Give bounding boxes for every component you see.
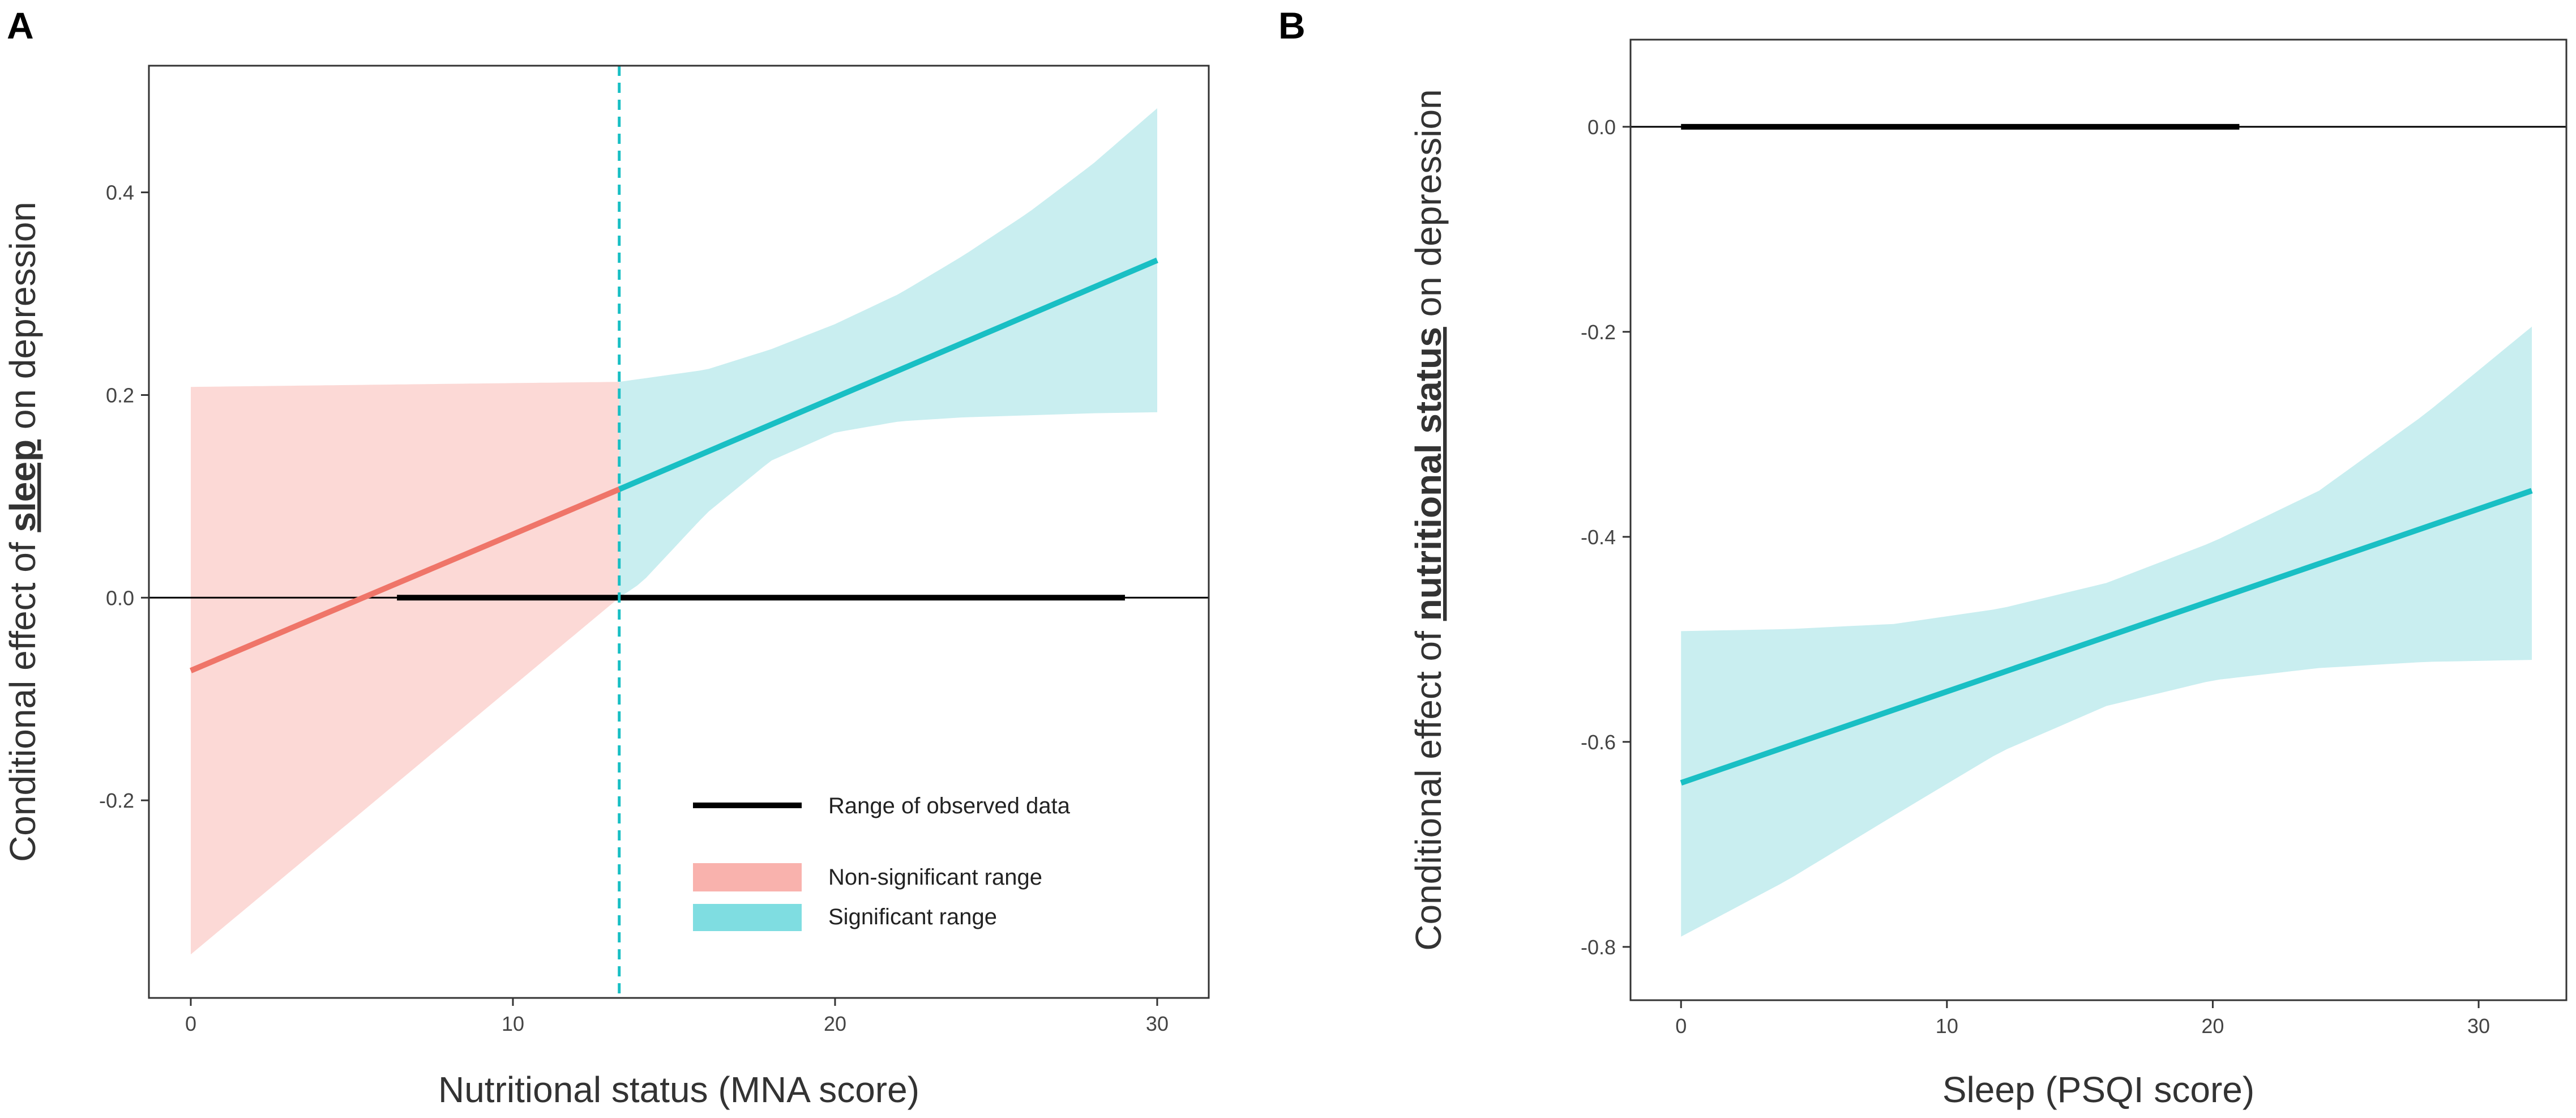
y-axis-label-key-term: sleep [2,439,43,532]
y-axis-label: Conditional effect of sleep on depressio… [2,202,43,862]
x-tick-label: 20 [824,1012,846,1035]
effect-line-significant [1680,488,2533,786]
y-tick-label: 0.0 [106,586,134,609]
significant-band [619,108,1157,598]
y-axis-label-part: Conditional effect of [2,532,43,862]
y-tick-label: 0.4 [106,181,134,204]
plot-border [1629,39,2568,1001]
panel-a: 0 10 20 30 -0.2 0.0 0.2 0.4 Nutritional status (… [2,65,1210,1110]
x-axis-label: Nutritional status (MNA score) [438,1069,919,1110]
x-tick-label: 10 [1936,1014,1958,1038]
effect-line-nonsignificant [190,487,621,673]
panel-label-b: B [1278,5,1306,46]
y-axis-label-part: on depression [2,202,43,439]
x-tick-label: 30 [2467,1014,2490,1038]
x-tick-label: 0 [1675,1014,1687,1038]
y-axis-label-part: Conditional effect of [1408,621,1449,950]
x-axis-label: Sleep (PSQI score) [1942,1069,2254,1110]
legend-significant-label: Significant range [828,904,997,929]
y-tick-label: 0.2 [106,383,134,407]
significant-band [1681,326,2532,937]
legend-significant-swatch [693,904,802,931]
x-tick-label: 30 [1146,1012,1169,1035]
y-tick-label: -0.2 [1581,321,1616,344]
y-axis-label-key-term: nutritional status [1408,327,1449,621]
nonsignificant-band [191,382,619,955]
y-tick-label: -0.6 [1581,731,1616,754]
x-tick-label: 20 [2201,1014,2224,1038]
y-tick-label: -0.8 [1581,936,1616,959]
y-tick-label: 0.0 [1587,116,1616,139]
x-tick-label: 10 [502,1012,524,1035]
legend-nonsignificant-label: Non-significant range [828,865,1042,890]
panel-b: 0 10 20 30 -0.8 -0.6 -0.4 -0.2 0.0 Sleep (PSQI sc… [1408,39,2568,1110]
y-tick-label: -0.4 [1581,526,1616,549]
legend: Range of observed data Non-significant ra… [693,793,1071,931]
x-tick-label: 0 [185,1012,196,1035]
panel-label-a: A [7,5,34,46]
effect-line-significant [618,257,1158,492]
plot-border [148,65,1210,999]
y-axis-label-part: on depression [1408,89,1449,327]
y-tick-label: -0.2 [99,789,134,812]
y-axis-label: Conditional effect of nutritional status… [1408,89,1449,950]
legend-observed-label: Range of observed data [828,793,1071,818]
legend-nonsignificant-swatch [693,863,802,891]
